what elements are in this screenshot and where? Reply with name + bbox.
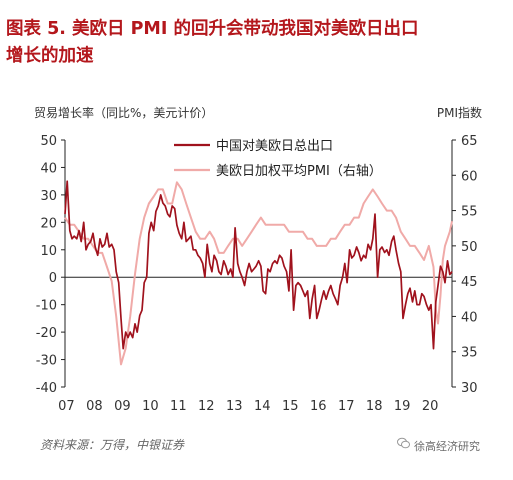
axes-group: 50 40 30 20 10 0 -10 -20 -30 -40 65 60 55 50 45 40 35 30 0… xyxy=(36,134,478,414)
right-tick-label: 35 xyxy=(461,346,478,361)
dual-axis-line-chart: 贸易增长率（同比%，美元计价） PMI指数 50 40 30 20 10 0 -10 -20 -… xyxy=(34,105,482,414)
source-note: 资料来源：万得，中银证券 xyxy=(40,438,185,452)
figure-title: 图表 5. 美欧日 PMI 的回升会带动我国对美欧日出口 xyxy=(6,19,419,39)
watermark-text: 徐高经济研究 xyxy=(414,440,480,453)
x-tick-label: 15 xyxy=(282,399,299,414)
right-tick-label: 45 xyxy=(461,275,478,290)
left-tick-label: -40 xyxy=(36,381,57,396)
x-tick-label: 14 xyxy=(254,399,271,414)
left-tick-label: 20 xyxy=(40,216,57,231)
right-tick-label: 30 xyxy=(461,381,478,396)
x-tick-label: 10 xyxy=(142,399,159,414)
x-tick-label: 08 xyxy=(86,399,103,414)
x-tick-label: 20 xyxy=(422,399,439,414)
series-lines xyxy=(64,180,453,366)
series-line-export-growth xyxy=(64,180,453,350)
left-tick-label: -10 xyxy=(36,299,57,314)
left-tick-label: -20 xyxy=(36,326,57,341)
x-tick-label: 18 xyxy=(366,399,383,414)
x-tick-label: 12 xyxy=(198,399,215,414)
left-tick-label: 10 xyxy=(40,244,57,259)
right-tick-label: 55 xyxy=(461,205,478,220)
left-tick-label: 0 xyxy=(49,271,57,286)
x-tick-label: 17 xyxy=(338,399,355,414)
right-tick-label: 50 xyxy=(461,240,478,255)
series-line-pmi xyxy=(64,181,453,366)
legend-label-export: 中国对美欧日总出口 xyxy=(216,139,333,154)
right-tick-label: 40 xyxy=(461,310,478,325)
right-tick-label: 60 xyxy=(461,169,478,184)
right-axis-label: PMI指数 xyxy=(437,105,482,120)
wechat-icon xyxy=(397,437,410,449)
left-tick-label: 40 xyxy=(40,161,57,176)
left-tick-label: 50 xyxy=(40,134,57,149)
x-tick-label: 13 xyxy=(226,399,243,414)
left-axis-label: 贸易增长率（同比%，美元计价） xyxy=(34,105,213,120)
x-tick-label: 07 xyxy=(58,399,75,414)
right-tick-label: 65 xyxy=(461,134,478,149)
legend: 中国对美欧日总出口 美欧日加权平均PMI（右轴） xyxy=(174,139,382,179)
x-tick-label: 16 xyxy=(310,399,327,414)
x-tick-label: 09 xyxy=(114,399,131,414)
legend-label-pmi: 美欧日加权平均PMI（右轴） xyxy=(216,163,382,179)
x-tick-label: 19 xyxy=(394,399,411,414)
left-tick-label: 30 xyxy=(40,189,57,204)
figure-title-continued: 增长的加速 xyxy=(6,46,94,66)
left-tick-label: -30 xyxy=(36,354,57,369)
x-tick-label: 11 xyxy=(170,399,187,414)
